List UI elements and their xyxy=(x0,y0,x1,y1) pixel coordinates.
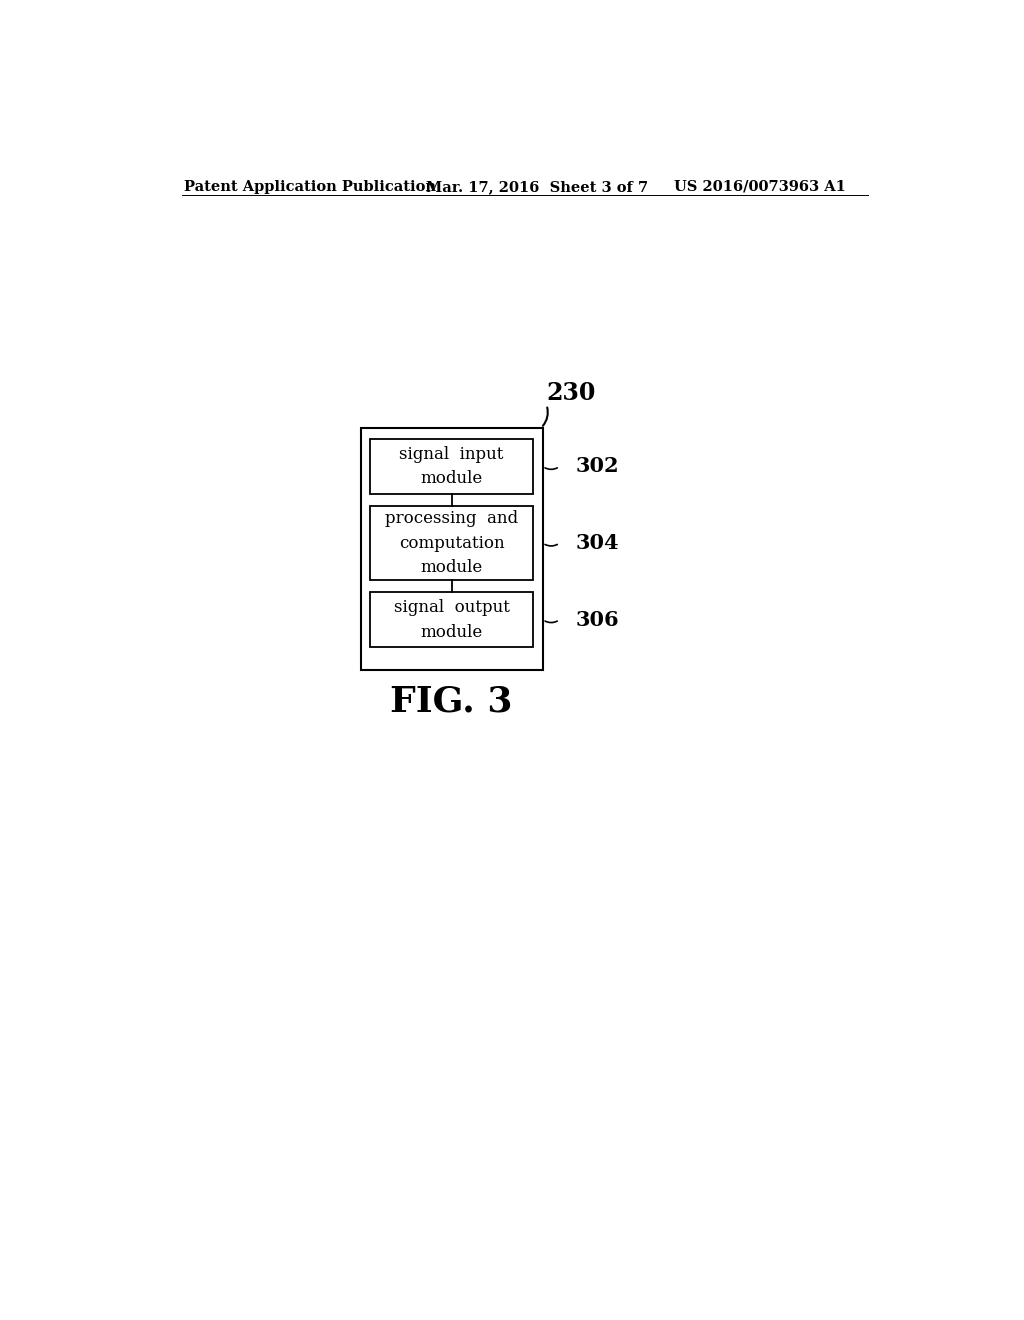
Text: FIG. 3: FIG. 3 xyxy=(390,684,512,718)
Text: signal  input
module: signal input module xyxy=(399,446,504,487)
Text: 230: 230 xyxy=(547,380,596,405)
Text: processing  and
computation
module: processing and computation module xyxy=(385,510,518,577)
Text: 306: 306 xyxy=(575,610,618,630)
Text: Patent Application Publication: Patent Application Publication xyxy=(183,180,436,194)
Bar xyxy=(370,438,534,494)
Bar xyxy=(370,591,534,647)
Text: Mar. 17, 2016  Sheet 3 of 7: Mar. 17, 2016 Sheet 3 of 7 xyxy=(426,180,648,194)
Text: 302: 302 xyxy=(575,457,618,477)
Bar xyxy=(360,428,543,671)
Text: US 2016/0073963 A1: US 2016/0073963 A1 xyxy=(675,180,846,194)
Text: 304: 304 xyxy=(575,533,618,553)
Bar xyxy=(370,507,534,579)
Text: signal  output
module: signal output module xyxy=(393,599,510,640)
